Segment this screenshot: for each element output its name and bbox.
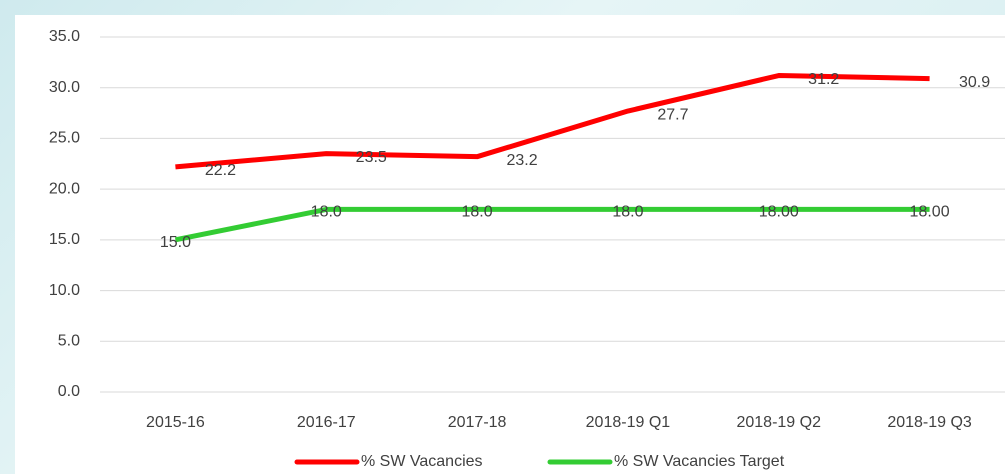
data-label: 30.9	[959, 74, 990, 91]
y-tick-label: 0.0	[58, 383, 80, 400]
data-label: 18.00	[910, 204, 950, 221]
data-label: 15.0	[160, 234, 191, 251]
x-tick-label: 2017-18	[448, 414, 507, 431]
data-label: 31.2	[808, 71, 839, 88]
series-line	[175, 73, 930, 170]
x-tick-label: 2018-19 Q1	[586, 414, 671, 431]
y-tick-label: 35.0	[49, 28, 80, 45]
data-label: 18.0	[612, 204, 643, 221]
x-tick-label: 2018-19 Q2	[736, 414, 821, 431]
data-label: 23.2	[507, 152, 538, 169]
x-tick-label: 2018-19 Q3	[887, 414, 972, 431]
data-label: 23.5	[356, 149, 387, 166]
series-line	[174, 206, 930, 243]
y-tick-label: 25.0	[49, 130, 80, 147]
x-tick-label: 2016-17	[297, 414, 356, 431]
data-label: 18.0	[311, 204, 342, 221]
legend-label: % SW Vacancies Target	[614, 453, 785, 470]
y-tick-label: 5.0	[58, 333, 80, 350]
data-label: 18.00	[759, 204, 799, 221]
chart-panel	[15, 15, 1005, 474]
y-tick-label: 15.0	[49, 231, 80, 248]
y-tick-label: 10.0	[49, 282, 80, 299]
y-tick-label: 30.0	[49, 79, 80, 96]
data-label: 22.2	[205, 162, 236, 179]
y-tick-label: 20.0	[49, 180, 80, 197]
data-label: 27.7	[657, 106, 688, 123]
x-tick-label: 2015-16	[146, 414, 205, 431]
data-label: 18.0	[462, 204, 493, 221]
legend-label: % SW Vacancies	[361, 453, 483, 470]
